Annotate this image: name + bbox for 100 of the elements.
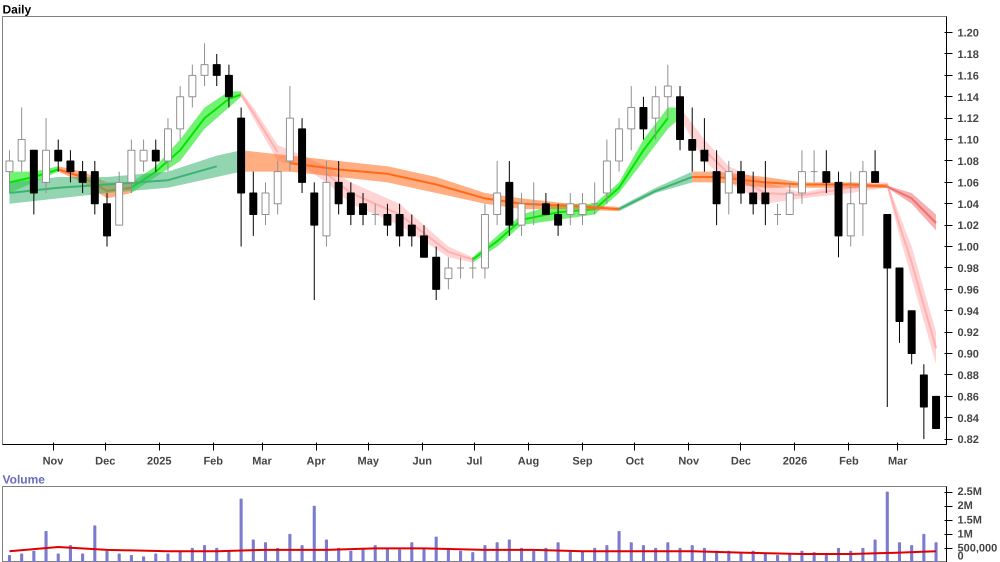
candlestick: [212, 53, 221, 87]
candlestick: [359, 192, 368, 226]
candlestick: [5, 150, 14, 194]
candlestick: [518, 192, 526, 236]
bar: [44, 531, 48, 562]
x-tick-label: Dec: [730, 456, 752, 468]
candlestick: [554, 203, 562, 236]
bar: [93, 525, 96, 562]
x-tick-label: Mar: [252, 456, 273, 468]
y-tick-label: 0.92: [958, 327, 979, 340]
x-tick-label: Nov: [678, 456, 700, 468]
candlestick: [262, 182, 270, 226]
bar: [459, 550, 462, 562]
candlestick: [786, 182, 794, 215]
candlestick: [66, 150, 74, 183]
y-tick-label: 1.04: [958, 198, 980, 211]
candlestick: [420, 224, 428, 258]
candlestick: [639, 96, 648, 140]
candlestick: [18, 106, 26, 172]
y-tick-label: 0.94: [958, 306, 980, 318]
y-tick-label: 1.5M: [958, 514, 982, 526]
y-tick-label: 1.20: [958, 28, 979, 40]
candlestick: [456, 256, 465, 280]
bar: [532, 550, 536, 562]
x-tick-label: Apr: [306, 456, 326, 468]
y-tick-label: 1.18: [958, 48, 979, 61]
candlestick: [688, 106, 696, 172]
x-tick-label: Mar: [888, 456, 908, 468]
candlestick: [383, 203, 392, 236]
candlestick: [871, 150, 880, 183]
y-tick-label: 1.12: [958, 113, 979, 126]
candlestick: [822, 150, 830, 194]
bar: [776, 554, 780, 562]
candlestick: [188, 64, 196, 108]
candlestick: [493, 160, 502, 226]
bar: [312, 506, 316, 562]
candlestick: [664, 64, 672, 119]
y-tick-label: 0.96: [958, 284, 979, 296]
candlestick: [334, 160, 343, 215]
chart-title: Daily: [2, 2, 32, 16]
bar: [142, 556, 146, 562]
y-tick-label: 0.84: [958, 412, 980, 425]
bar: [739, 554, 743, 562]
bar: [471, 552, 474, 562]
bar: [32, 550, 36, 562]
bar: [154, 554, 158, 562]
bar: [240, 498, 243, 562]
y-tick-label: 0.86: [958, 391, 979, 404]
x-tick-label: Feb: [839, 456, 860, 468]
candlestick: [749, 171, 758, 215]
candlestick: [78, 160, 87, 194]
x-tick-label: 2025: [147, 456, 172, 468]
line-series: [8, 546, 938, 556]
candlestick: [346, 182, 355, 226]
candlestick: [566, 192, 574, 226]
bar: [20, 554, 24, 562]
candlestick: [152, 139, 160, 172]
x-tick-label: Jul: [466, 456, 482, 468]
candlestick: [798, 150, 806, 204]
bar: [56, 554, 60, 562]
bar: [81, 554, 84, 562]
x-tick-label: Sep: [572, 456, 593, 468]
bar: [288, 534, 292, 562]
x-tick-label: Nov: [42, 456, 64, 468]
bar: [105, 550, 109, 562]
candlestick: [530, 182, 538, 226]
candlestick: [810, 150, 818, 183]
candlestick: [627, 86, 636, 151]
y-tick-label: 0.90: [958, 348, 979, 361]
bar: [922, 534, 926, 562]
candlestick: [542, 192, 550, 215]
candlestick: [249, 171, 258, 236]
candlestick: [774, 203, 782, 226]
bar: [130, 554, 133, 562]
y-tick-label: 0.98: [958, 262, 979, 275]
x-tick-label: 2026: [782, 456, 808, 468]
candlestick: [578, 192, 586, 226]
bar: [8, 554, 12, 562]
bar: [166, 554, 170, 562]
y-tick-label: 1.06: [958, 177, 979, 190]
y-tick-label: 1.00: [958, 242, 979, 254]
y-tick-label: 0.82: [958, 434, 979, 446]
bar: [118, 554, 121, 562]
bar: [349, 550, 352, 562]
y-tick-label: 1M: [958, 528, 973, 540]
x-tick-label: Jun: [412, 456, 432, 468]
candlestick: [396, 203, 404, 248]
candlestick: [590, 182, 599, 215]
y-tick-label: 1.16: [958, 70, 979, 82]
x-tick-label: May: [358, 456, 380, 468]
x-tick-label: Feb: [203, 456, 224, 468]
candlestick: [408, 214, 416, 248]
y-tick-label: 1.08: [958, 156, 979, 168]
y-tick-label: 2M: [958, 500, 973, 512]
x-tick-label: Aug: [518, 456, 540, 468]
candlestick: [200, 42, 209, 87]
bar: [568, 550, 572, 562]
candlestick: [371, 203, 380, 226]
bar: [764, 554, 767, 562]
candlestick: [652, 86, 660, 140]
